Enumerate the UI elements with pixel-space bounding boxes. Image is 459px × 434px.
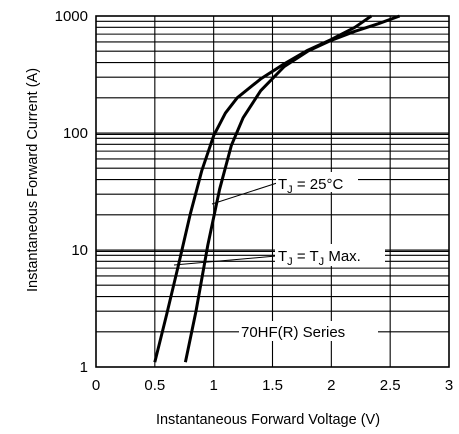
x-tick-label: 2 (327, 377, 335, 394)
y-tick-label: 1000 (55, 8, 88, 25)
x-axis-label: Instantaneous Forward Voltage (V) (156, 412, 380, 428)
y-axis-label: Instantaneous Forward Current (A) (25, 68, 41, 292)
curve-tj-max (183, 14, 401, 363)
x-tick-label: 3 (445, 377, 453, 394)
plot-frame (95, 15, 450, 368)
grid (96, 16, 449, 367)
y-tick-label: 10 (71, 242, 88, 259)
annotation-tj-max: TJ = TJ Max. (173, 244, 385, 268)
annotation-label-max: TJ = TJ Max. (278, 248, 361, 268)
y-tick-label: 1 (80, 359, 88, 376)
x-tick-label: 1 (209, 377, 217, 394)
leader-line-max (173, 255, 277, 266)
x-tick-label: 2.5 (380, 377, 401, 394)
x-tick-label: 0.5 (144, 377, 165, 394)
leader-line-25 (211, 182, 278, 205)
annotation-tj-25: TJ = 25°C (211, 172, 358, 205)
series-label: 70HF(R) Series (241, 324, 345, 341)
tick-labels: 0 0.5 1 1.5 2 2.5 3 1 10 100 1000 (55, 8, 454, 394)
curves (153, 14, 401, 363)
y-tick-label: 100 (63, 125, 88, 142)
x-tick-label: 0 (92, 377, 100, 394)
annotation-series: 70HF(R) Series (239, 321, 378, 341)
annotation-label-25: TJ = 25°C (278, 176, 343, 196)
x-tick-label: 1.5 (262, 377, 283, 394)
